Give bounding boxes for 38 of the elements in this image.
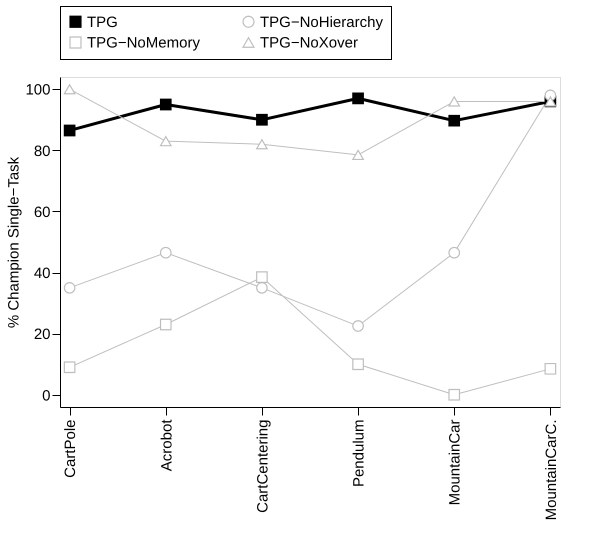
x-tick-label: CartCentering [254, 420, 272, 513]
legend-label: TPG−NoXover [260, 34, 358, 52]
point [64, 282, 76, 294]
point [64, 84, 76, 94]
point [160, 318, 172, 330]
point [160, 246, 172, 259]
x-tick-label: MountainCar [446, 420, 464, 506]
x-tick-label: CartPole [62, 420, 80, 478]
y-tick-label: 100 [25, 82, 50, 99]
point [352, 358, 364, 370]
point [256, 114, 268, 126]
x-tick-label: Pendulum [350, 420, 368, 488]
point [448, 388, 460, 401]
y-axis-title: % Champion Single−Task [5, 156, 22, 328]
point [352, 320, 364, 332]
y-tick-label: 0 [42, 387, 50, 404]
point [64, 361, 76, 374]
point [160, 136, 172, 146]
y-tick-label: 80 [34, 142, 50, 160]
legend-label: TPG [87, 14, 118, 31]
point [448, 96, 460, 107]
y-tick-label: 40 [34, 265, 50, 282]
point [256, 271, 268, 283]
point [64, 124, 76, 136]
legend-label: TPG−NoMemory [87, 34, 200, 52]
point [256, 139, 268, 150]
point [448, 114, 460, 127]
y-tick-label: 20 [34, 326, 50, 344]
point [448, 246, 460, 259]
point [160, 98, 172, 110]
point [352, 150, 364, 160]
x-tick-label: Acrobot [158, 418, 176, 472]
point [544, 362, 556, 375]
x-tick-label: MountainCarC. [542, 420, 560, 520]
y-tick-label: 60 [34, 204, 50, 221]
legend-label: TPG−NoHierarchy [260, 14, 384, 31]
point [352, 92, 364, 104]
point [256, 282, 268, 294]
